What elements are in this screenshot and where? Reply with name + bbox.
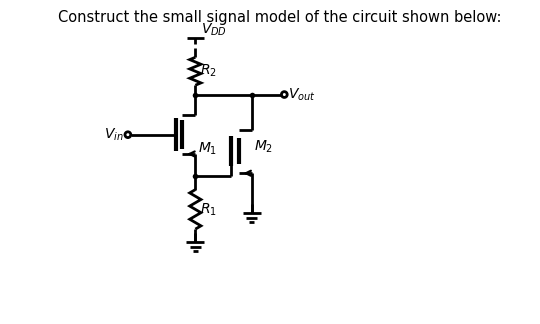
Text: $V_{in}$: $V_{in}$ <box>104 126 123 143</box>
Text: $R_2$: $R_2$ <box>200 63 217 79</box>
Text: Construct the small signal model of the circuit shown below:: Construct the small signal model of the … <box>58 10 502 25</box>
Text: $V_{DD}$: $V_{DD}$ <box>201 21 227 38</box>
Text: $V_{out}$: $V_{out}$ <box>288 86 316 103</box>
Text: $R_1$: $R_1$ <box>200 201 217 218</box>
Text: $M_1$: $M_1$ <box>198 141 217 157</box>
Text: $M_2$: $M_2$ <box>254 139 273 155</box>
